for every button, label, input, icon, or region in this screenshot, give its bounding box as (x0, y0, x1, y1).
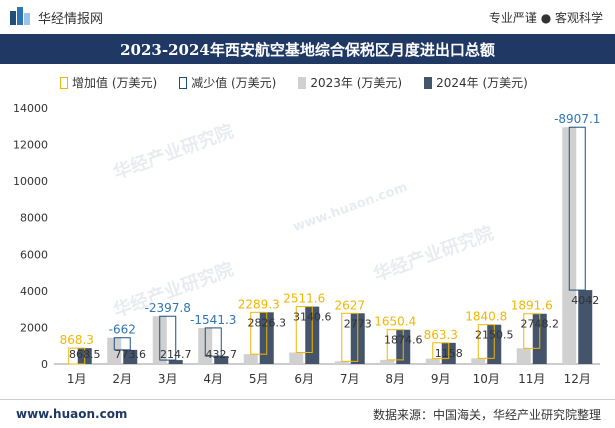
y-tick-label: 8000 (20, 212, 48, 225)
value-label-2024: 2748.2 (521, 318, 560, 331)
legend-swatch-2024 (424, 76, 433, 89)
footer: www.huaon.com 数据来源：中国海关，华经产业研究院整理 (0, 399, 615, 428)
change-label: 1650.4 (374, 315, 416, 329)
legend: 增加值 (万美元) 减少值 (万美元) 2023年 (万美元) 2024年 (万… (60, 74, 550, 91)
x-tick-label: 3月 (158, 372, 178, 386)
slogan: 专业严谨 ● 客观科学 (488, 10, 603, 25)
bar-2024 (123, 349, 138, 364)
brand: 华经情报网 (10, 7, 103, 27)
bar-2024 (214, 356, 229, 364)
change-box-increase (432, 342, 450, 360)
x-tick-label: 6月 (294, 372, 314, 386)
value-label-2024: 1158 (435, 347, 463, 360)
value-label-2024: 214.7 (160, 348, 192, 361)
top-bar: 华经情报网 专业严谨 ● 客观科学 (0, 0, 615, 34)
change-label: 1840.8 (465, 310, 507, 324)
bar-2024 (578, 290, 593, 364)
change-label: -662 (109, 323, 136, 337)
x-tick-label: 1月 (67, 372, 87, 386)
x-tick-label: 7月 (340, 372, 360, 386)
legend-label-decrease: 减少值 (万美元) (191, 76, 277, 90)
change-box-decrease (204, 327, 222, 357)
value-label-2024: 773.6 (115, 348, 147, 361)
change-label: 1891.6 (511, 299, 553, 313)
y-tick-label: 10000 (13, 175, 48, 188)
change-box-increase (523, 313, 541, 349)
x-tick-label: 2月 (112, 372, 132, 386)
change-label: 2511.6 (283, 292, 325, 306)
x-tick-label: 5月 (249, 372, 269, 386)
change-label: -8907.1 (554, 112, 600, 126)
y-tick-label: 12000 (13, 139, 48, 152)
value-label-2024: 868.5 (69, 348, 101, 361)
change-box-increase (295, 306, 313, 353)
bar-2024 (168, 360, 183, 364)
value-label-2024: 2150.5 (475, 329, 514, 342)
change-label: 863.3 (424, 328, 458, 342)
legend-label-2024: 2024年 (万美元) (436, 76, 528, 90)
legend-swatch-decrease (179, 76, 188, 89)
change-label: 2289.3 (238, 297, 280, 311)
legend-item-2024: 2024年 (万美元) (424, 74, 528, 91)
chart-plot: 0 2000 4000 6000 8000 10000 12000 14000 868.3868… (13, 102, 600, 386)
change-box-increase (250, 311, 268, 355)
value-label-2024: 2773 (344, 317, 372, 330)
legend-item-increase: 增加值 (万美元) (60, 74, 157, 91)
x-tick-label: 4月 (203, 372, 223, 386)
bar-2023 (107, 337, 122, 364)
legend-item-2023: 2023年 (万美元) (298, 74, 402, 91)
y-tick-label: 14000 (13, 102, 48, 115)
chart-title: 2023-2024年西安航空基地综合保税区月度进出口总额 (120, 40, 495, 59)
change-box-decrease (568, 126, 586, 291)
change-box-increase (68, 347, 86, 365)
value-label-2024: 432.7 (206, 348, 238, 361)
bar-2023 (243, 354, 258, 364)
bar-2023 (516, 348, 531, 364)
value-label-2024: 3140.6 (293, 311, 332, 324)
change-box-increase (341, 312, 359, 362)
bar-2023 (334, 361, 349, 364)
legend-label-2023: 2023年 (万美元) (310, 76, 403, 90)
value-label-2024: 1874.6 (384, 334, 423, 347)
change-label: -2397.8 (145, 301, 191, 315)
legend-swatch-increase (60, 76, 68, 89)
huajing-logo-icon (10, 7, 32, 27)
change-box-increase (386, 329, 404, 361)
legend-label-increase: 增加值 (万美元) (72, 76, 158, 90)
bar-2023 (380, 359, 395, 364)
bar-2023 (425, 358, 440, 364)
x-tick-label: 12月 (564, 372, 591, 386)
change-box-decrease (113, 337, 131, 351)
bar-2023 (289, 352, 304, 364)
y-tick-label: 2000 (20, 321, 48, 334)
x-tick-label: 10月 (473, 372, 500, 386)
value-label-2024: 4042 (571, 294, 599, 307)
y-tick-label: 0 (41, 358, 48, 371)
chart-title-bar: 2023-2024年西安航空基地综合保税区月度进出口总额 (0, 34, 615, 64)
legend-item-decrease: 减少值 (万美元) (179, 74, 276, 91)
change-box-increase (477, 324, 495, 359)
value-label-2024: 2826.3 (248, 316, 287, 329)
change-label: 2627 (334, 298, 365, 312)
bar-2023 (471, 358, 486, 364)
change-label: -1541.3 (190, 313, 236, 327)
change-label: 868.3 (60, 333, 94, 347)
y-tick-label: 6000 (20, 248, 48, 261)
footer-source: 数据来源：中国海关，华经产业研究院整理 (372, 407, 601, 422)
y-tick-label: 4000 (20, 285, 48, 298)
x-tick-label: 11月 (518, 372, 545, 386)
change-box-decrease (159, 315, 177, 361)
brand-name: 华经情报网 (38, 11, 104, 27)
footer-url[interactable]: www.huaon.com (16, 407, 128, 421)
legend-swatch-2023 (298, 76, 307, 89)
x-tick-label: 8月 (385, 372, 405, 386)
x-tick-label: 9月 (431, 372, 451, 386)
